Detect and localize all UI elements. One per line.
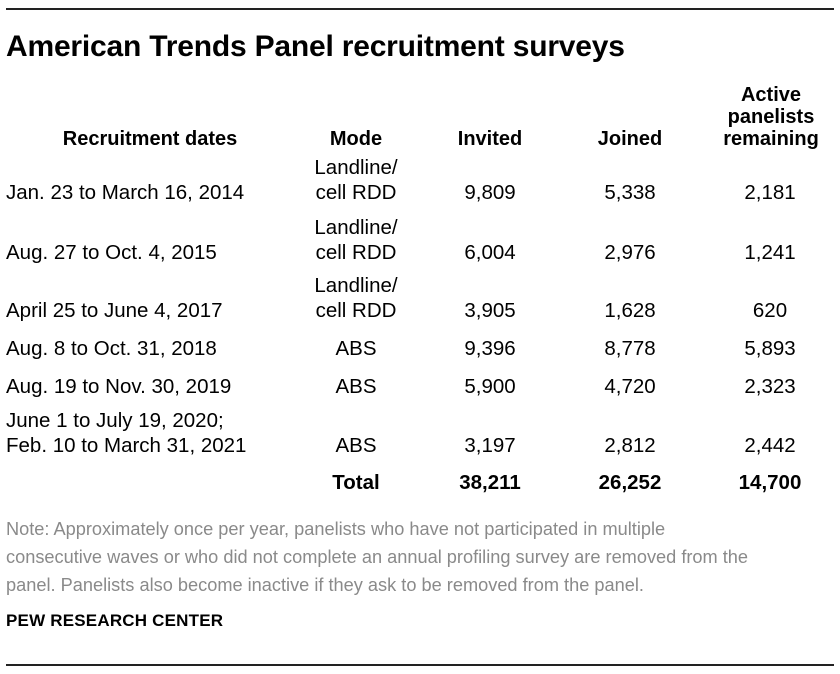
header-active-line-3: remaining xyxy=(723,128,819,150)
header-active-line-2: panelists xyxy=(727,106,815,128)
header-recruitment-dates: Recruitment dates xyxy=(62,128,238,150)
row-mode-line-1: Landline/ xyxy=(314,156,398,179)
total-invited: 38,211 xyxy=(459,471,521,494)
row-dates: Aug. 19 to Nov. 30, 2019 xyxy=(6,375,232,398)
row-joined: 2,812 xyxy=(604,434,656,457)
row-mode-line-2: cell RDD xyxy=(315,299,397,322)
note-line: consecutive waves or who did not complet… xyxy=(6,547,749,567)
row-dates: Aug. 27 to Oct. 4, 2015 xyxy=(6,241,217,264)
row-joined: 1,628 xyxy=(604,299,656,322)
row-active: 620 xyxy=(752,299,788,322)
row-invited: 6,004 xyxy=(464,241,516,264)
row-joined: 4,720 xyxy=(604,375,656,398)
note-text: Note: Approximately once per year, panel… xyxy=(6,515,836,599)
top-rule xyxy=(6,8,834,10)
total-active: 14,700 xyxy=(738,471,802,494)
row-active: 5,893 xyxy=(744,337,796,360)
row-mode-line-1: Landline/ xyxy=(314,274,398,297)
total-joined: 26,252 xyxy=(598,471,662,494)
header-invited: Invited xyxy=(457,128,523,150)
row-joined: 5,338 xyxy=(604,181,656,204)
table-title: American Trends Panel recruitment survey… xyxy=(6,30,625,63)
row-invited: 9,396 xyxy=(464,337,516,360)
row-active: 2,181 xyxy=(744,181,796,204)
row-active: 1,241 xyxy=(744,241,796,264)
row-mode-line-2: cell RDD xyxy=(315,181,397,204)
header-mode: Mode xyxy=(329,128,383,150)
row-mode-line-1: Landline/ xyxy=(314,216,398,239)
row-dates-line-1: June 1 to July 19, 2020; xyxy=(6,409,224,432)
row-mode-line-2: cell RDD xyxy=(315,241,397,264)
row-joined: 2,976 xyxy=(604,241,656,264)
row-dates: April 25 to June 4, 2017 xyxy=(6,299,223,322)
row-dates-line-2: Feb. 10 to March 31, 2021 xyxy=(6,434,247,457)
bottom-rule xyxy=(6,664,834,666)
row-mode: ABS xyxy=(335,375,377,398)
note-line: Note: Approximately once per year, panel… xyxy=(6,519,666,539)
row-active: 2,442 xyxy=(744,434,796,457)
row-mode: ABS xyxy=(335,434,377,457)
total-label: Total xyxy=(332,471,380,494)
source-label: PEW RESEARCH CENTER xyxy=(6,611,224,630)
row-dates: Jan. 23 to March 16, 2014 xyxy=(6,181,245,204)
row-active: 2,323 xyxy=(744,375,796,398)
row-invited: 5,900 xyxy=(464,375,516,398)
row-invited: 9,809 xyxy=(464,181,516,204)
row-dates: Aug. 8 to Oct. 31, 2018 xyxy=(6,337,217,360)
header-joined: Joined xyxy=(597,128,663,150)
row-mode: ABS xyxy=(335,337,377,360)
row-joined: 8,778 xyxy=(604,337,656,360)
header-active-line-1: Active xyxy=(740,84,802,106)
header-active-panelists: Active panelists remaining xyxy=(706,84,836,150)
row-invited: 3,905 xyxy=(464,299,516,322)
note-line: panel. Panelists also become inactive if… xyxy=(6,575,644,595)
row-invited: 3,197 xyxy=(464,434,516,457)
